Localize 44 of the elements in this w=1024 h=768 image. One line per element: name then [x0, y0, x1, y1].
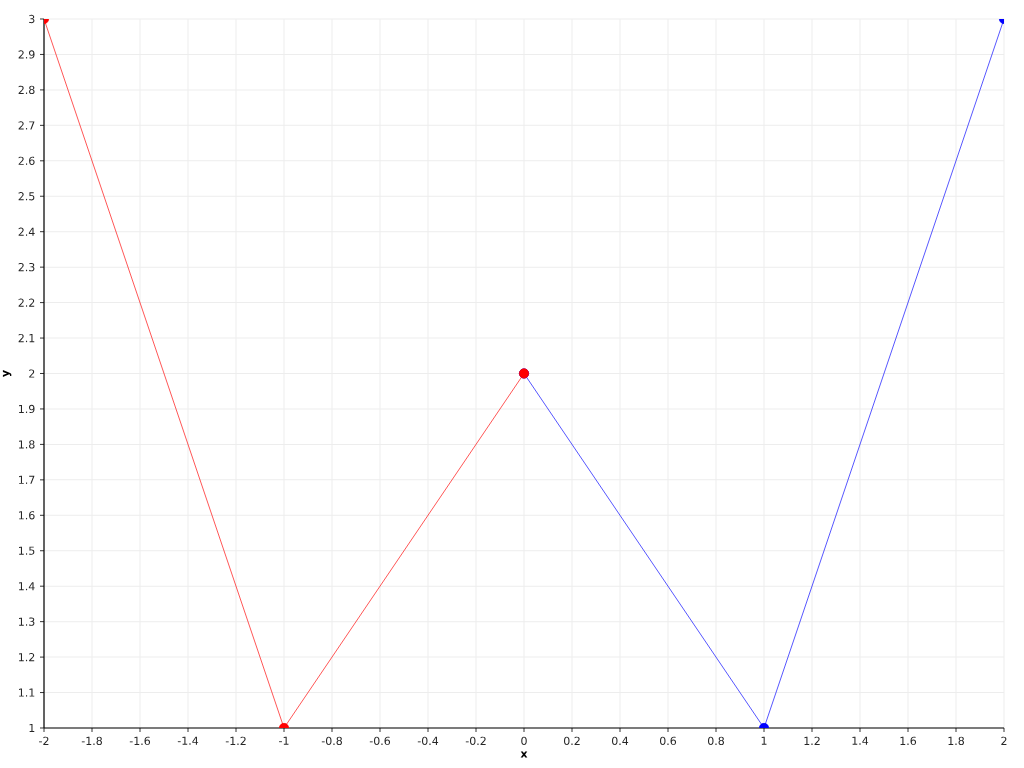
y-tick-label: 2.8 [18, 85, 35, 95]
x-tick-label: 2 [1001, 736, 1007, 745]
x-tick-label: -0.8 [321, 736, 342, 746]
y-tick-label: 1.6 [19, 511, 35, 520]
y-tick-label: 2.9 [18, 50, 35, 59]
y-tick-label: 1.3 [19, 617, 35, 626]
x-tick-label: 1.4 [852, 736, 869, 745]
x-tick-label: -0.6 [369, 736, 391, 746]
x-tick-label: -2 [39, 736, 49, 745]
y-tick-label: 2.4 [18, 227, 35, 236]
x-axis-title: x [520, 751, 528, 758]
y-tick-label: 2.5 [18, 192, 35, 201]
y-tick-label: 2.1 [18, 333, 35, 343]
y-tick-label: 3 [29, 14, 35, 24]
y-tick-label: 2 [29, 369, 35, 378]
x-tick-label: 1.6 [900, 736, 917, 746]
y-tick-label: 1.8 [19, 440, 35, 449]
x-tick-label: -1.2 [225, 736, 246, 745]
x-tick-label: 0.8 [707, 736, 724, 746]
x-tick-label: -1.6 [129, 736, 151, 746]
x-tick-label: -0.2 [465, 736, 486, 746]
x-tick-label: 1.8 [948, 736, 964, 746]
y-tick-label: 2.6 [18, 156, 35, 165]
y-tick-label: 1.5 [19, 546, 35, 555]
y-tick-label: 1.1 [19, 688, 35, 697]
y-tick-label: 1.2 [19, 653, 35, 662]
y-tick-label: 1 [29, 724, 35, 733]
x-tick-label: 0 [521, 736, 527, 746]
y-tick-label: 1.7 [19, 475, 35, 484]
x-tick-label: 0.6 [659, 736, 677, 746]
x-tick-label: 1 [761, 736, 767, 745]
x-tick-label: -1.4 [177, 736, 199, 745]
y-tick-label: 1.4 [19, 582, 35, 591]
x-tick-label: -1 [279, 736, 289, 745]
y-tick-label: 1.9 [19, 404, 35, 414]
y-tick-label: 2.7 [18, 121, 35, 130]
y-tick-label: 2.3 [18, 263, 35, 272]
x-tick-label: 1.2 [804, 736, 820, 745]
y-axis-title: y [2, 370, 12, 377]
y-tick-label: 2.2 [18, 298, 35, 307]
x-tick-label: -1.8 [81, 736, 102, 746]
x-tick-label: 0.4 [611, 736, 629, 746]
x-tick-label: 0.2 [563, 736, 580, 746]
x-tick-label: -0.4 [417, 736, 439, 746]
